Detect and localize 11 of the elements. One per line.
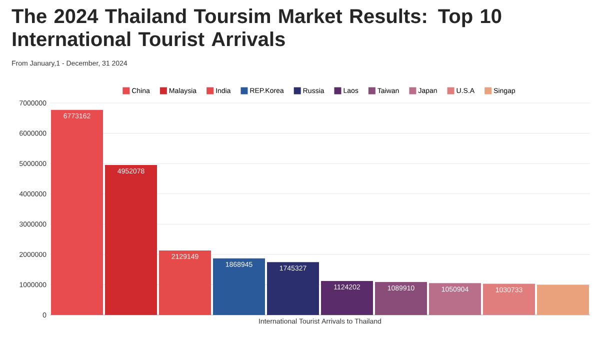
bar	[159, 250, 211, 315]
bar	[482, 284, 535, 315]
bar	[213, 258, 265, 315]
bar	[375, 282, 427, 315]
bar	[321, 280, 373, 315]
bar	[428, 283, 481, 315]
bar	[267, 262, 319, 315]
bar	[105, 165, 157, 315]
bar	[536, 284, 589, 315]
bar	[51, 110, 104, 315]
chart-title: The 2024 Thailand Toursim Market Results: Top 10 International Tourist Arrivals	[12, 8, 502, 46]
